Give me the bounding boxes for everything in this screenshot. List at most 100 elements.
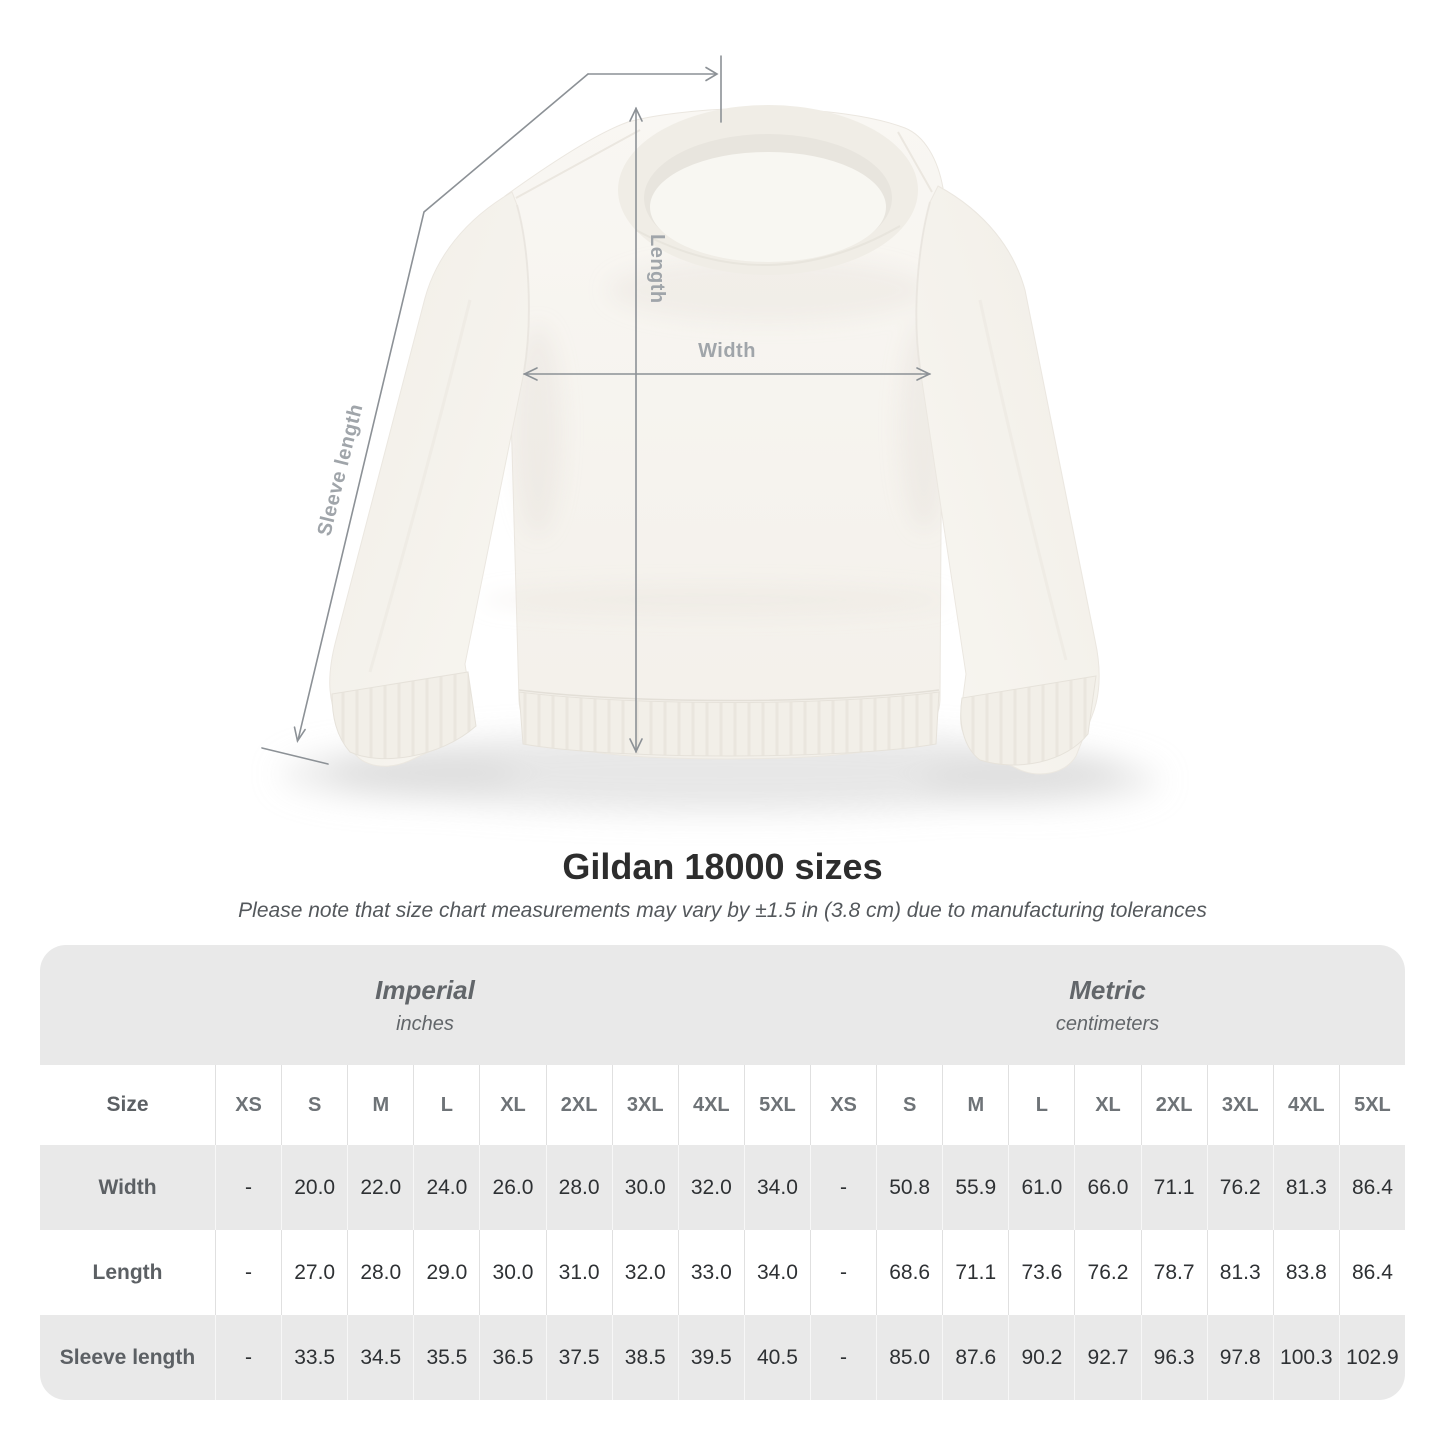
value-cell: 31.0 — [545, 1230, 612, 1315]
size-header-cell: XS — [810, 1065, 876, 1145]
size-header-cell: L — [413, 1065, 479, 1145]
row-label: Length — [92, 1260, 163, 1284]
value-cell: 55.9 — [942, 1145, 1008, 1230]
value-cell: 36.5 — [479, 1315, 545, 1400]
sleeve-end-tick-line — [261, 747, 329, 765]
arrow-down-icon — [629, 738, 643, 754]
value-cell: 81.3 — [1272, 1145, 1339, 1230]
size-header-cell: M — [347, 1065, 413, 1145]
value-cell: 78.7 — [1140, 1230, 1207, 1315]
value-cell: 34.0 — [743, 1230, 810, 1315]
value-cell: - — [810, 1315, 876, 1400]
size-header-cell: L — [1008, 1065, 1074, 1145]
value-cell: 33.0 — [677, 1230, 744, 1315]
size-header-cell: S — [876, 1065, 942, 1145]
value-cell: 76.2 — [1206, 1145, 1273, 1230]
size-header-cell: XL — [1074, 1065, 1140, 1145]
size-header-cell: 3XL — [611, 1065, 678, 1145]
collar — [618, 105, 918, 275]
value-cell: 87.6 — [942, 1315, 1008, 1400]
size-table: Imperial inches Metric centimeters Size … — [40, 945, 1405, 1400]
size-header-cell: 4XL — [677, 1065, 744, 1145]
value-cell: - — [810, 1145, 876, 1230]
value-cell: - — [810, 1230, 876, 1315]
size-header-cell: XS — [215, 1065, 281, 1145]
arrow-up-icon — [629, 106, 643, 122]
garment-shadow — [280, 732, 1160, 812]
value-cell: 76.2 — [1074, 1230, 1140, 1315]
size-header-cell: 5XL — [743, 1065, 810, 1145]
value-cell: - — [215, 1145, 281, 1230]
size-header-cell: 2XL — [1140, 1065, 1207, 1145]
value-cell: 68.6 — [876, 1230, 942, 1315]
table-row: Length -27.0 28.0 29.0 30.0 31.0 32.0 33.0 34.0… — [40, 1230, 1405, 1315]
imperial-title: Imperial — [375, 974, 475, 1005]
row-label: Width — [98, 1175, 157, 1199]
size-header-row: Size XS S M L XL 2XL 3XL 4XL 5XL XS S M L XL 2XL 3XL 4X… — [40, 1065, 1405, 1145]
value-cell: 102.9 — [1338, 1315, 1405, 1400]
value-cell: 20.0 — [281, 1145, 347, 1230]
sleeve-length-line — [297, 73, 589, 741]
arrow-right-icon — [916, 367, 932, 381]
value-cell: 22.0 — [347, 1145, 413, 1230]
value-cell: 83.8 — [1272, 1230, 1339, 1315]
value-cell: 50.8 — [876, 1145, 942, 1230]
value-cell: 61.0 — [1008, 1145, 1074, 1230]
value-cell: 71.1 — [942, 1230, 1008, 1315]
value-cell: 71.1 — [1140, 1145, 1207, 1230]
size-column-header: Size — [106, 1093, 149, 1116]
value-cell: 100.3 — [1272, 1315, 1339, 1400]
arrow-right-icon — [705, 66, 719, 82]
value-cell: 85.0 — [876, 1315, 942, 1400]
value-cell: 73.6 — [1008, 1230, 1074, 1315]
size-header-cell: 5XL — [1338, 1065, 1405, 1145]
table-row: Width -20.0 22.0 24.0 26.0 28.0 30.0 32.0 34.0 … — [40, 1145, 1405, 1230]
value-cell: 28.0 — [545, 1145, 612, 1230]
value-cell: 33.5 — [281, 1315, 347, 1400]
metric-subtitle: centimeters — [1055, 1012, 1160, 1035]
value-cell: 39.5 — [677, 1315, 744, 1400]
page-title: Gildan 18000 sizes — [562, 846, 883, 887]
arrow-down-icon — [293, 726, 306, 744]
value-cell: 86.4 — [1338, 1145, 1405, 1230]
size-header-cell: 3XL — [1206, 1065, 1273, 1145]
table-row: Sleeve length - 33.5 34.5 35.5 36.5 37.5 38.5 3… — [40, 1315, 1405, 1400]
size-header-cell: S — [281, 1065, 347, 1145]
value-cell: 92.7 — [1074, 1315, 1140, 1400]
value-cell: 38.5 — [611, 1315, 678, 1400]
value-cell: 40.5 — [743, 1315, 810, 1400]
value-cell: 24.0 — [413, 1145, 479, 1230]
tolerance-note: Please note that size chart measurements… — [238, 899, 1207, 922]
value-cell: 26.0 — [479, 1145, 545, 1230]
value-cell: 32.0 — [611, 1230, 678, 1315]
value-cell: 27.0 — [281, 1230, 347, 1315]
measurement-lines — [261, 55, 932, 765]
value-cell: 90.2 — [1008, 1315, 1074, 1400]
metric-unit-header: Metric centimeters — [810, 945, 1405, 1065]
value-cell: 28.0 — [347, 1230, 413, 1315]
value-cell: 30.0 — [479, 1230, 545, 1315]
metric-title: Metric — [1069, 974, 1146, 1005]
value-cell: 96.3 — [1140, 1315, 1207, 1400]
sweatshirt-image — [261, 55, 1160, 812]
row-label: Sleeve length — [59, 1345, 196, 1369]
size-header-cell: 2XL — [545, 1065, 612, 1145]
value-cell: 81.3 — [1206, 1230, 1273, 1315]
unit-band: Imperial inches Metric centimeters — [40, 945, 1405, 1065]
value-cell: 66.0 — [1074, 1145, 1140, 1230]
value-cell: 35.5 — [413, 1315, 479, 1400]
imperial-unit-header: Imperial inches — [40, 945, 810, 1065]
imperial-subtitle: inches — [396, 1012, 454, 1035]
value-cell: 32.0 — [677, 1145, 744, 1230]
value-cell: 29.0 — [413, 1230, 479, 1315]
size-header-cell: 4XL — [1272, 1065, 1339, 1145]
value-cell: 97.8 — [1206, 1315, 1273, 1400]
value-cell: 37.5 — [545, 1315, 612, 1400]
value-cell: 34.0 — [743, 1145, 810, 1230]
value-cell: 34.5 — [347, 1315, 413, 1400]
size-header-cell: M — [942, 1065, 1008, 1145]
value-cell: 30.0 — [611, 1145, 678, 1230]
arrow-left-icon — [522, 367, 538, 381]
value-cell: - — [215, 1230, 281, 1315]
